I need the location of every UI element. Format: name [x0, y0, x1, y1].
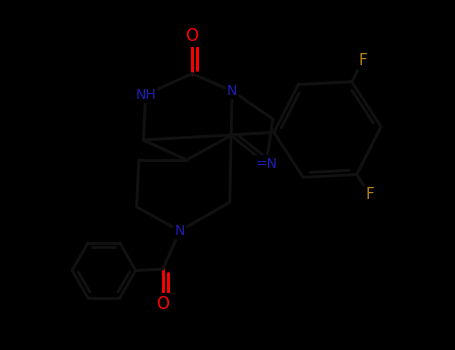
- Text: N: N: [227, 84, 237, 98]
- Text: N: N: [175, 224, 185, 238]
- Text: =N: =N: [255, 157, 277, 171]
- Text: O: O: [186, 27, 198, 46]
- Text: F: F: [358, 53, 367, 68]
- Text: F: F: [365, 187, 374, 202]
- Text: O: O: [157, 295, 169, 313]
- Text: NH: NH: [135, 88, 156, 102]
